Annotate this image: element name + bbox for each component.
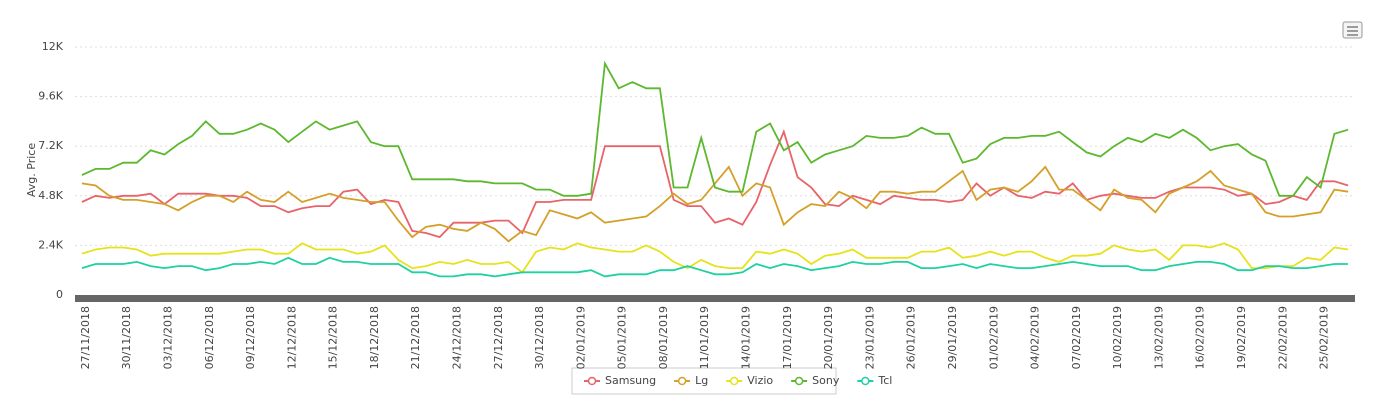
x-tick-label: 17/01/2019 [781,306,794,369]
x-tick-label: 18/12/2018 [368,306,381,369]
menu-icon [1347,26,1358,36]
series-line [81,242,1349,274]
x-tick-label: 27/12/2018 [492,306,505,369]
series-line [81,165,1349,243]
x-tick-label: 12/12/2018 [285,306,298,369]
x-tick-label: 11/01/2019 [698,306,711,369]
legend-label: Sony [812,374,840,387]
y-tick-label: 7.2K [38,139,63,152]
series-line [81,129,1349,239]
x-tick-label: 01/02/2019 [987,306,1000,369]
x-tick-label: 26/01/2019 [905,306,918,369]
legend-label: Samsung [605,374,656,387]
x-tick-label: 20/01/2019 [822,306,835,369]
x-tick-label: 09/12/2018 [244,306,257,369]
x-axis-band [75,295,1355,302]
x-tick-label: 22/02/2019 [1276,306,1289,369]
legend-label: Lg [695,374,708,387]
y-tick-label: 0 [56,288,63,301]
legend-marker [794,376,804,386]
legend-label: Vizio [747,374,773,387]
x-tick-label: 24/12/2018 [450,306,463,369]
y-axis-title: Avg. Price [25,143,38,197]
series-line [81,60,1349,197]
y-tick-label: 9.6K [38,90,63,103]
x-tick-label: 03/12/2018 [161,306,174,369]
x-tick-label: 13/02/2019 [1152,306,1165,369]
x-tick-label: 30/11/2018 [120,306,133,369]
legend-label: Tcl [877,374,892,387]
menu-button[interactable] [1342,21,1363,39]
y-tick-label: 12K [42,40,64,53]
x-tick-label: 08/01/2019 [657,306,670,369]
x-tick-label: 04/02/2019 [1029,306,1042,369]
x-tick-label: 23/01/2019 [863,306,876,369]
x-tick-label: 27/11/2018 [79,306,92,369]
x-tick-label: 30/12/2018 [533,306,546,369]
x-tick-label: 15/12/2018 [327,306,340,369]
x-tick-label: 10/02/2019 [1111,306,1124,369]
x-tick-label: 25/02/2019 [1318,306,1331,369]
x-tick-label: 16/02/2019 [1194,306,1207,369]
x-tick-label: 07/02/2019 [1070,306,1083,369]
x-tick-label: 19/02/2019 [1235,306,1248,369]
legend-marker [861,376,870,386]
x-tick-label: 05/01/2019 [616,306,629,369]
x-tick-label: 29/01/2019 [946,306,959,369]
legend-marker [587,376,597,386]
x-tick-label: 21/12/2018 [409,306,422,369]
x-tick-label: 06/12/2018 [203,306,216,369]
legend-marker [729,376,739,386]
series-line [81,256,1349,278]
y-tick-label: 2.4K [38,238,63,251]
legend-marker [677,376,687,386]
y-tick-label: 4.8K [38,189,63,202]
x-tick-label: 02/01/2019 [574,306,587,369]
x-tick-label: 14/01/2019 [740,306,753,369]
